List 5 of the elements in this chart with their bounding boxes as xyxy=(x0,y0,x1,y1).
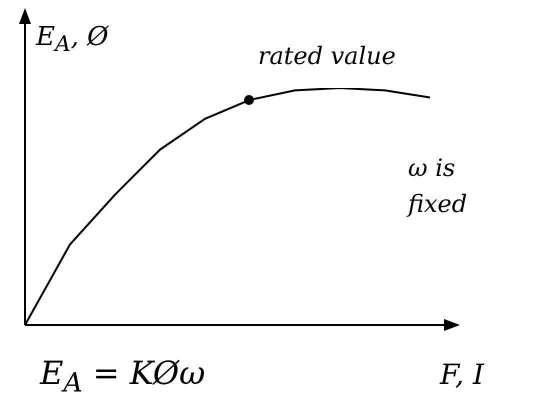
y-axis-title: E$_{A}$, Ø xyxy=(36,22,108,58)
text: rated value xyxy=(258,42,396,70)
text: E$_{A}$ = KØω xyxy=(40,354,206,398)
annotation: ω is fixed xyxy=(408,153,468,220)
x-axis-title: F, I xyxy=(440,358,484,391)
